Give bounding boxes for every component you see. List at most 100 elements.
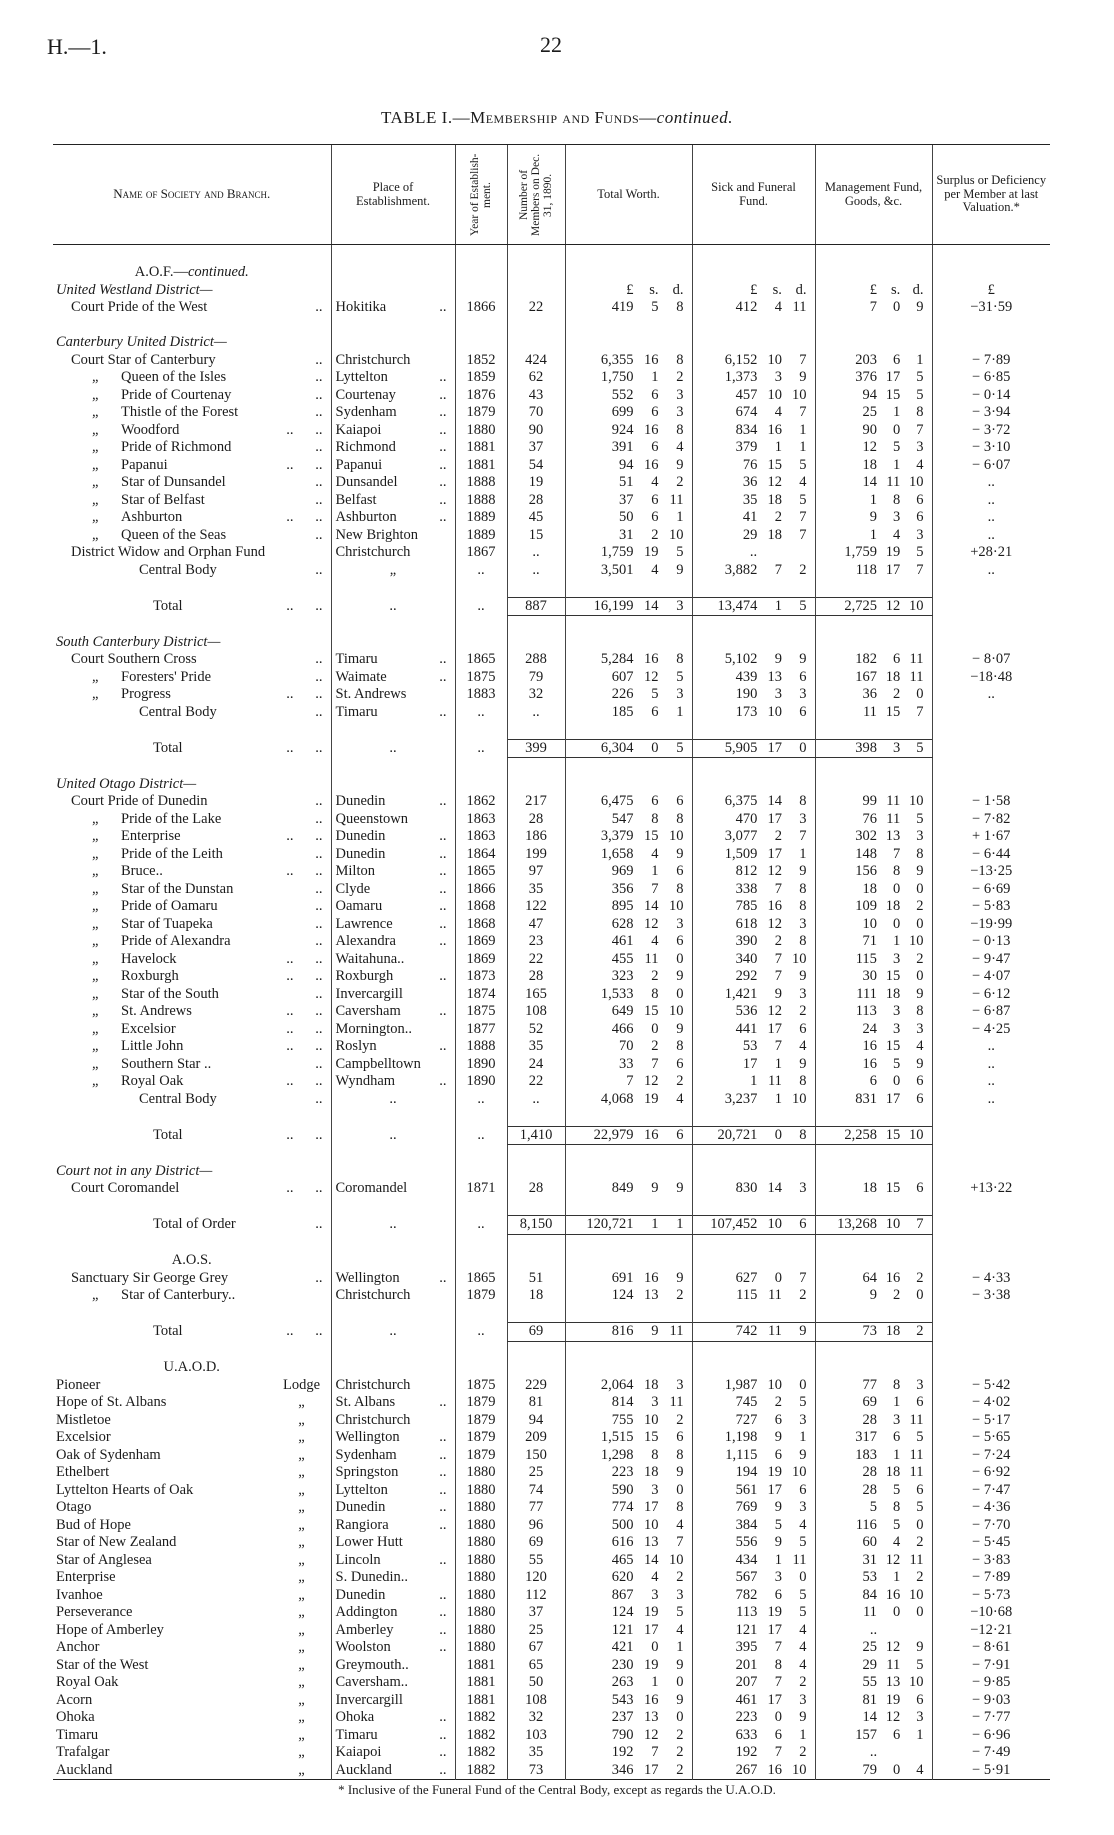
amount-shillings: 4	[892, 1534, 901, 1550]
amount-shillings: 10	[644, 1516, 659, 1533]
management-fund-cell: 30 15 0	[814, 968, 932, 986]
amount-shillings: 6	[892, 1726, 901, 1743]
year: 1871	[466, 1180, 496, 1196]
ditto: „	[92, 985, 99, 1002]
amount-pounds: 1	[869, 491, 877, 508]
name: „ Havelock.. ..	[53, 951, 331, 969]
total-worth-cell: 5,284 16 8	[564, 651, 692, 669]
year-cell: 1888	[454, 491, 507, 509]
members: 65	[528, 1656, 544, 1673]
amount-pence: 10	[669, 1551, 684, 1568]
amount: 536 12 2	[693, 1003, 815, 1021]
surplus-cell: − 6·44	[931, 845, 1050, 863]
amount-pence: 2	[916, 898, 924, 914]
name-cell: „ St. Andrews.. ..	[53, 1003, 331, 1021]
amount-pounds: 237	[611, 1709, 634, 1725]
leader: ..	[315, 933, 323, 949]
amount-pence: 11	[909, 1411, 924, 1428]
leader: ..	[439, 509, 447, 525]
leader: „	[298, 1709, 305, 1725]
place-text: Hokitika	[335, 299, 387, 315]
ditto: „	[92, 880, 99, 897]
surplus-cell: − 3·38	[931, 1287, 1050, 1305]
year-cell: 1882	[454, 1761, 507, 1780]
row-branch: „ Excelsior.. .. Mornington.. 1877 52 466 0 9 44…	[53, 1020, 1050, 1038]
name-text: Star of Canterbury..	[121, 1287, 236, 1303]
place: Wyndham..	[332, 1073, 455, 1091]
total-worth-cell: 223 18 9	[564, 1464, 692, 1482]
amount: 70 2 8	[566, 1038, 692, 1056]
year: 1879	[466, 1411, 496, 1428]
members-cell: 112	[506, 1586, 565, 1604]
amount-shillings: 4	[651, 933, 659, 949]
amount: 183 1 11	[816, 1447, 932, 1465]
empty-cell	[691, 1108, 815, 1126]
amount-pounds: 556	[735, 1534, 758, 1550]
leader: ..	[315, 880, 323, 897]
place-cell: Hokitika..	[330, 299, 455, 317]
amount-pounds: 28	[862, 1411, 877, 1428]
management-fund-cell: 60 4 2	[814, 1534, 932, 1552]
name-cell: „ Star of the Dunstan..	[53, 881, 331, 899]
amount: 30 15 0	[816, 968, 932, 986]
members-cell: ..	[506, 544, 565, 562]
members: 35	[528, 1038, 544, 1054]
heading-text: United Westland District—	[56, 281, 213, 298]
place: Springston..	[332, 1464, 455, 1482]
empty-cell	[931, 1197, 1050, 1216]
amount: 390 2 8	[693, 933, 815, 951]
year-cell: 1862	[454, 793, 507, 811]
units: £ s. d.	[566, 282, 692, 300]
empty-cell	[814, 615, 932, 634]
amount-pence: 5	[916, 739, 924, 756]
place-cell: Richmond..	[330, 439, 455, 457]
amount-pence: 5	[676, 1604, 684, 1620]
place: Christchurch	[332, 1287, 455, 1305]
spacer-row	[53, 1304, 1050, 1323]
amount-shillings: 6	[774, 1411, 782, 1428]
amount-shillings: 10	[767, 351, 782, 368]
row-branch: „ Pride of Richmond.. Richmond.. 1881 37 391 6…	[53, 439, 1050, 457]
amount-shillings: 12	[767, 474, 782, 490]
name: Hope of St. Albans „	[53, 1394, 331, 1412]
amount-shillings: 17	[644, 1499, 659, 1515]
amount-pence: 3	[799, 810, 807, 827]
management-fund-cell	[814, 775, 932, 793]
total-worth-cell: 51 4 2	[564, 474, 692, 492]
sick-fund-cell: ..	[691, 544, 815, 562]
leader: ..	[439, 1499, 447, 1515]
surplus-cell	[931, 334, 1050, 352]
sick-fund-cell	[691, 1162, 815, 1180]
members: 90	[528, 421, 544, 438]
year: 1880	[466, 1569, 496, 1585]
amount-pounds: 4,068	[600, 1090, 634, 1107]
surplus: − 0·14	[972, 386, 1011, 403]
amount-pounds: 356	[611, 880, 634, 897]
name: „ Foresters' Pride..	[53, 669, 331, 687]
amount: 1,198 9 1	[693, 1429, 815, 1447]
amount-shillings: 10	[767, 703, 782, 720]
members-cell: 399	[506, 738, 565, 758]
table-body: A.O.F.— continued. United Westland Distric…	[53, 244, 1050, 1780]
members-cell: 79	[506, 668, 565, 686]
amount-pence: 6	[916, 1090, 924, 1107]
name-cell: „ Star of the South..	[53, 986, 331, 1004]
name-text: Lyttelton Hearts of Oak	[56, 1481, 194, 1498]
name-cell: Hope of Amberley „	[53, 1622, 331, 1640]
place-cell	[330, 775, 455, 793]
row-branch: „ Queen of the Isles.. Lyttelton.. 1859 62 1,…	[53, 369, 1050, 387]
name-cell: „ Pride of the Lake..	[53, 811, 331, 829]
members-cell: 70	[506, 404, 565, 422]
surplus: ..	[987, 526, 995, 543]
amount-shillings: 11	[767, 1287, 782, 1303]
total-worth-cell: 31 2 10	[564, 526, 692, 544]
amount-pounds: 194	[735, 1464, 758, 1480]
year-cell: 1859	[454, 369, 507, 387]
name-text: Southern Star ..	[121, 1055, 212, 1072]
place-cell: Christchurch	[330, 1376, 455, 1394]
empty-cell	[691, 615, 815, 634]
place-cell	[330, 1359, 455, 1377]
amount: 12 5 3	[816, 439, 932, 457]
year-cell: ..	[454, 597, 507, 616]
amount: 356 7 8	[566, 881, 692, 899]
